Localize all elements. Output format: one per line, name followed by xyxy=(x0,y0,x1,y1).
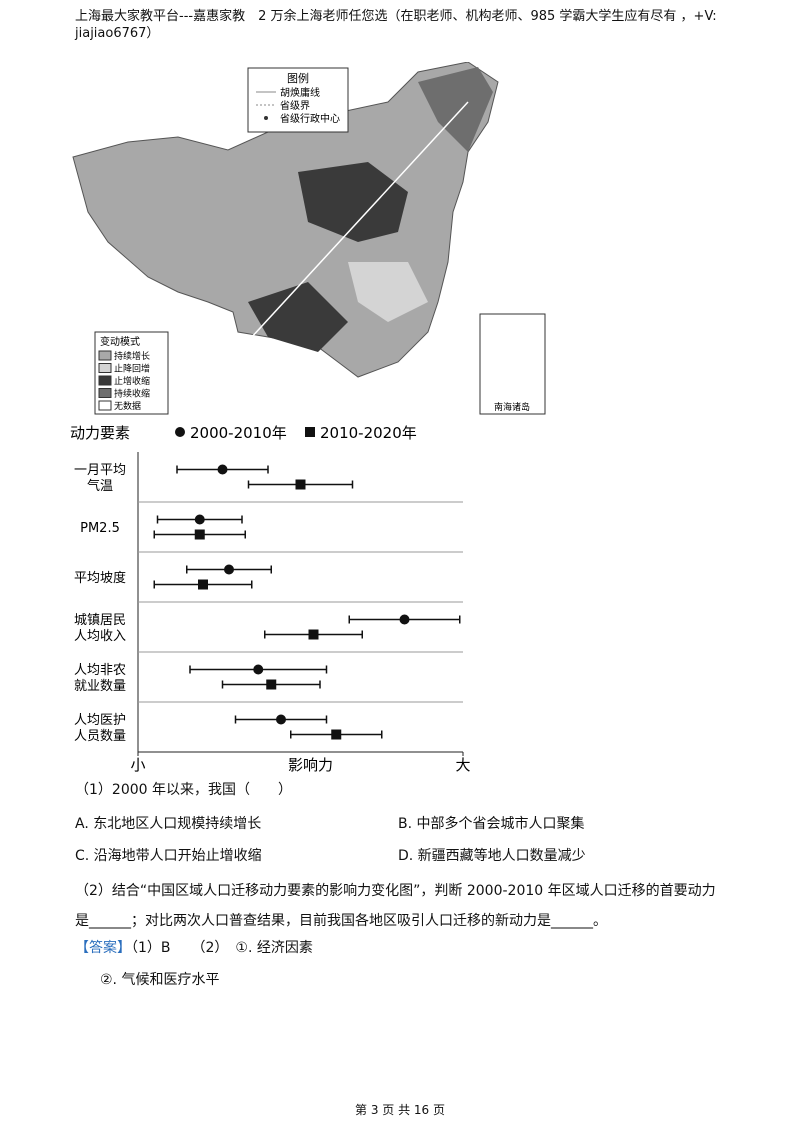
mode-title: 变动模式 xyxy=(100,335,140,348)
point xyxy=(295,479,306,490)
point xyxy=(253,664,264,675)
region xyxy=(248,282,348,352)
legend-marker xyxy=(305,427,315,437)
category-line: 人员数量 xyxy=(74,729,126,744)
category-label: 平均坡度 xyxy=(74,570,126,586)
mode-label: 止增收缩 xyxy=(114,375,150,387)
category-line: 人均收入 xyxy=(74,629,126,644)
category-label: 人均非农就业数量 xyxy=(74,663,126,694)
category-line: 人均非农 xyxy=(74,663,126,678)
x-tick-label: 大 xyxy=(455,756,470,772)
mode-swatch xyxy=(98,350,112,361)
question: （1）2000 年以来，我国（ ） xyxy=(75,782,292,798)
point xyxy=(266,679,277,690)
mode-label: 持续增长 xyxy=(114,350,150,362)
category-line: 人均医护 xyxy=(74,713,126,728)
point xyxy=(399,614,410,625)
inset-label: 南海诸岛 xyxy=(494,401,530,413)
mode-label: 止降回增 xyxy=(114,363,150,375)
point xyxy=(217,464,228,475)
mode-label: 无数据 xyxy=(114,400,141,412)
point xyxy=(224,564,234,575)
mode-label: 持续收缩 xyxy=(114,388,150,400)
point xyxy=(308,629,319,640)
option: A. 东北地区人口规模持续增长 xyxy=(75,816,262,832)
answer-text: ②. 气候和医疗水平 xyxy=(100,972,220,988)
legend-box xyxy=(247,67,349,133)
x-tick-label: 小 xyxy=(130,756,145,772)
answer: 【答案】（1）B （2） ①. 经济因素 xyxy=(75,938,313,958)
category-line: PM2.5 xyxy=(80,521,120,536)
y-title: 动力要素 xyxy=(70,424,130,442)
category-label: 一月平均气温 xyxy=(74,463,126,494)
point xyxy=(194,514,205,525)
hu-line xyxy=(237,101,469,353)
mode-swatch xyxy=(98,400,112,411)
point xyxy=(198,579,208,590)
category-label: 城镇居民人均收入 xyxy=(74,613,126,644)
legend-symbol xyxy=(264,116,268,120)
category-line: 就业数量 xyxy=(74,679,126,694)
option: C. 沿海地带人口开始止增收缩 xyxy=(75,848,262,864)
region xyxy=(418,67,493,152)
region xyxy=(298,162,408,242)
option: D. 新疆西藏等地人口数量减少 xyxy=(398,848,586,864)
legend-label: 省级行政中心 xyxy=(280,112,340,125)
category-label: 人均医护人员数量 xyxy=(74,713,126,744)
region xyxy=(348,262,428,322)
legend-marker xyxy=(175,427,185,437)
point xyxy=(194,529,205,540)
legend-label: 省级界 xyxy=(280,99,310,112)
mode-swatch xyxy=(98,388,112,398)
category-line: 气温 xyxy=(87,478,113,494)
legend-title: 图例 xyxy=(287,71,309,85)
legend-label: 2010-2020年 xyxy=(320,424,417,442)
mode-swatch xyxy=(98,363,112,373)
mode-swatch xyxy=(98,375,112,386)
question: （2）结合“中国区域人口迁移动力要素的影响力变化图”，判断 2000-2010 … xyxy=(75,883,716,929)
answer-tag: 【答案】 xyxy=(75,940,131,956)
category-line: 城镇居民 xyxy=(74,613,126,628)
legend-label: 2000-2010年 xyxy=(190,424,287,442)
legend-label: 胡焕庸线 xyxy=(280,86,320,99)
x-title: 影响力 xyxy=(288,756,333,772)
category-line: 平均坡度 xyxy=(74,570,126,586)
point xyxy=(331,729,342,740)
inset-box xyxy=(479,313,546,415)
answer-text: （1）B （2） ①. 经济因素 xyxy=(131,940,313,956)
option: B. 中部多个省会城市人口聚集 xyxy=(398,816,585,832)
header: 上海最大家教平台---嘉惠家教 2 万余上海老师任您选（在职老师、机构老师、98… xyxy=(75,9,717,41)
point xyxy=(276,714,286,725)
category-label: PM2.5 xyxy=(80,521,120,536)
category-line: 一月平均 xyxy=(74,463,126,478)
footer: 第 3 页 共 16 页 xyxy=(355,1103,445,1117)
